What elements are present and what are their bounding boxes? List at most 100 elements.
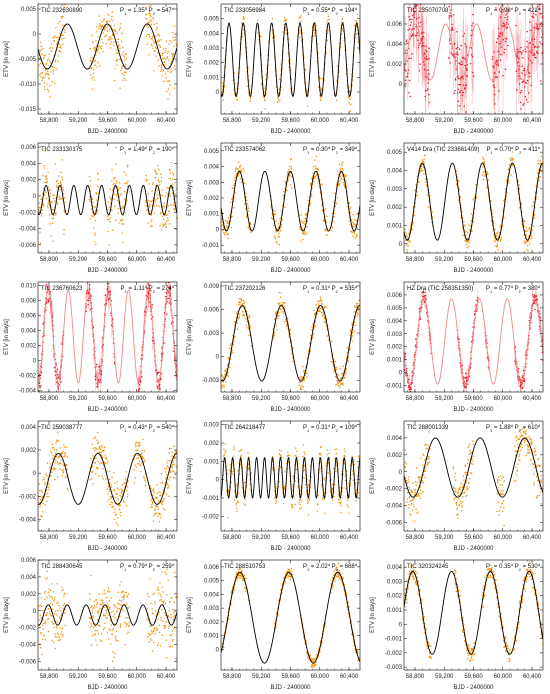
data-point xyxy=(282,312,285,315)
data-point xyxy=(534,9,537,12)
data-point xyxy=(44,88,46,91)
data-point xyxy=(525,226,528,229)
data-point xyxy=(63,228,65,231)
data-point xyxy=(340,173,342,175)
data-point xyxy=(53,66,55,69)
data-point xyxy=(92,76,95,78)
data-point xyxy=(170,322,173,325)
data-point xyxy=(117,207,120,210)
data-point xyxy=(122,46,124,49)
data-point xyxy=(497,27,500,30)
data-point xyxy=(337,374,340,376)
data-point xyxy=(531,62,533,64)
x-tick-label: 58,800 xyxy=(406,257,425,263)
data-point xyxy=(58,175,60,177)
data-point xyxy=(357,309,359,311)
data-point xyxy=(462,234,464,236)
period-annotation: P1 = 1.35d P2 = 547d xyxy=(120,6,174,16)
data-point xyxy=(155,198,157,201)
plot-area xyxy=(38,0,177,100)
data-point xyxy=(345,186,348,188)
data-point xyxy=(117,212,119,214)
data-point xyxy=(522,369,525,372)
data-point xyxy=(406,72,409,75)
data-point xyxy=(110,324,113,326)
data-points xyxy=(38,146,177,246)
data-point xyxy=(173,25,176,27)
data-point xyxy=(273,214,276,216)
data-point xyxy=(175,188,177,190)
data-point xyxy=(466,67,468,70)
data-point xyxy=(274,237,277,240)
data-point xyxy=(62,43,64,45)
data-point xyxy=(157,164,159,167)
panel-title: TIC 233130175 xyxy=(41,147,83,153)
data-point xyxy=(113,198,116,200)
data-point xyxy=(53,194,56,197)
data-point xyxy=(452,14,455,16)
data-point xyxy=(50,200,53,203)
x-tick-label: 60,000 xyxy=(311,257,330,263)
data-point xyxy=(46,88,49,91)
data-point xyxy=(535,295,538,297)
data-point xyxy=(49,468,51,470)
data-point xyxy=(349,224,351,226)
data-point xyxy=(351,231,353,234)
data-point xyxy=(320,311,323,314)
data-point xyxy=(90,73,92,76)
x-tick-label: 60,000 xyxy=(311,118,330,124)
data-point xyxy=(532,54,534,57)
data-point xyxy=(351,332,354,334)
data-point xyxy=(472,75,475,77)
y-tick-label: 0.002 xyxy=(387,62,403,68)
data-point xyxy=(274,236,276,239)
data-point xyxy=(248,315,250,318)
data-point xyxy=(355,19,357,22)
data-point xyxy=(414,1,416,2)
data-point xyxy=(302,232,305,235)
data-point xyxy=(238,315,241,317)
model-curve xyxy=(38,184,177,216)
data-point xyxy=(337,380,339,383)
data-point xyxy=(238,313,241,315)
data-point xyxy=(313,180,315,183)
x-tick-label: 59,600 xyxy=(464,396,483,402)
data-point xyxy=(339,168,342,170)
data-point xyxy=(306,376,308,379)
data-point xyxy=(99,23,101,25)
data-point xyxy=(353,311,355,313)
data-point xyxy=(228,357,230,360)
data-point xyxy=(357,41,359,43)
data-point xyxy=(112,44,114,46)
data-point xyxy=(98,25,100,28)
data-point xyxy=(355,219,357,222)
data-point xyxy=(341,167,344,170)
data-point xyxy=(523,69,525,72)
data-point xyxy=(160,194,162,197)
data-point xyxy=(422,166,425,169)
data-point xyxy=(450,9,452,11)
data-point xyxy=(117,45,120,48)
data-point xyxy=(283,310,285,313)
data-point xyxy=(233,179,236,181)
data-point xyxy=(339,386,341,389)
data-point xyxy=(325,215,328,218)
x-axis-label: BJD - 2400000 xyxy=(453,268,494,274)
data-point xyxy=(38,64,40,66)
data-point xyxy=(407,245,409,247)
data-point xyxy=(523,380,526,382)
data-point xyxy=(56,392,58,394)
data-point xyxy=(533,213,536,216)
data-point xyxy=(298,17,300,19)
data-point xyxy=(498,71,501,73)
data-point xyxy=(304,217,307,220)
data-point xyxy=(301,221,304,223)
data-point xyxy=(97,61,99,64)
data-point xyxy=(113,0,115,1)
data-point xyxy=(102,32,104,34)
data-point xyxy=(411,228,413,230)
data-point xyxy=(356,311,358,314)
data-point xyxy=(44,76,46,78)
data-point xyxy=(50,234,52,237)
data-point xyxy=(149,14,152,17)
